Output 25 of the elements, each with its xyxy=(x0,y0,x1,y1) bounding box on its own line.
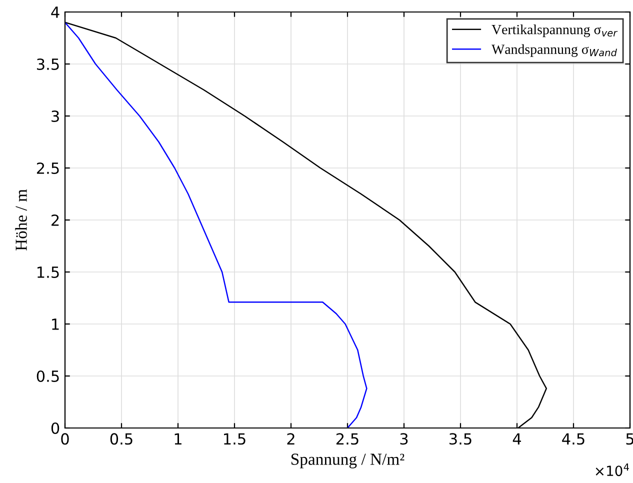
x-axis-title: Spannung / N/m² xyxy=(291,454,404,468)
x-tick-label: 3 xyxy=(400,433,408,445)
y-tick-label: 2 xyxy=(52,214,59,226)
y-tick-label: 0 xyxy=(51,422,60,434)
y-tick-label: 3.5 xyxy=(37,58,59,70)
x-tick-label: 0 xyxy=(61,433,69,445)
x-tick-label: 0.5 xyxy=(110,433,132,445)
x-tick-label: 1.5 xyxy=(224,433,246,445)
y-tick-label: 0.5 xyxy=(36,370,59,382)
y-tick-label: 1 xyxy=(52,318,59,330)
text: ×10$^{4}$ xyxy=(596,463,629,476)
x-tick-label: 4 xyxy=(512,433,522,444)
x-tick-label: 2 xyxy=(287,433,294,444)
x-tick-label: 4.5 xyxy=(562,433,584,445)
line-series xyxy=(65,22,368,428)
y-axis-title: Höhe / m xyxy=(15,189,27,251)
y-tick-label: 4 xyxy=(51,6,60,18)
x-tick-label: 1 xyxy=(174,433,182,444)
legend-label: Wandspannung σ$_{Wand}$ xyxy=(492,44,617,57)
y-tick-label: 3 xyxy=(52,110,59,122)
y-tick-label: 2.5 xyxy=(36,162,59,174)
legend-label: Vertikalspannung σ$_{ver}$ xyxy=(492,24,618,38)
y-tick-label: 1.5 xyxy=(38,266,59,278)
x-tick-label: 2.5 xyxy=(336,433,358,445)
x-tick-label: 3.5 xyxy=(450,433,472,445)
